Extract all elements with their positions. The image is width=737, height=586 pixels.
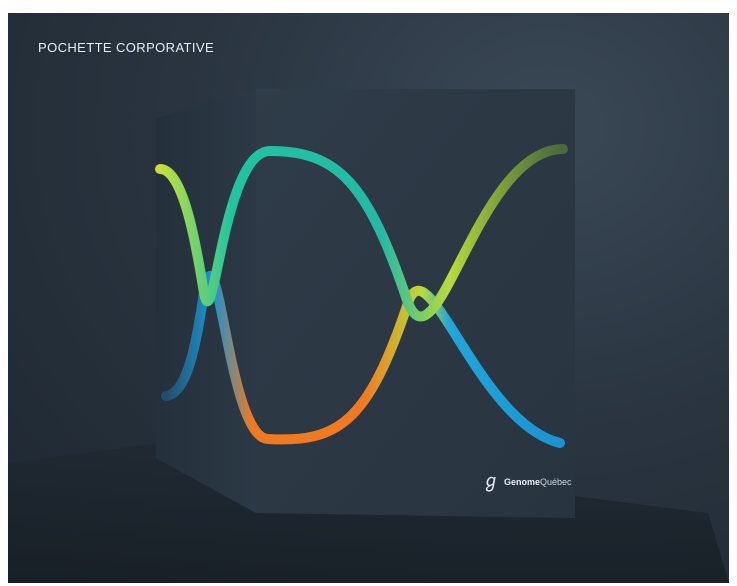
logo-wordmark: GenomeQuébec <box>504 477 572 487</box>
illustration-scene: POCHETTE CORPORATIVE ℊ GenomeQuébec <box>8 13 729 583</box>
folder-mockup <box>8 89 729 583</box>
dna-strand-a <box>155 144 568 322</box>
logo-brand-bold: Genome <box>504 477 541 487</box>
page-caption: POCHETTE CORPORATIVE <box>38 40 215 55</box>
genome-helix-g-icon: ℊ <box>482 471 500 492</box>
logo-brand-light: Québec <box>540 477 572 487</box>
genome-quebec-logo: ℊ GenomeQuébec <box>482 473 572 491</box>
